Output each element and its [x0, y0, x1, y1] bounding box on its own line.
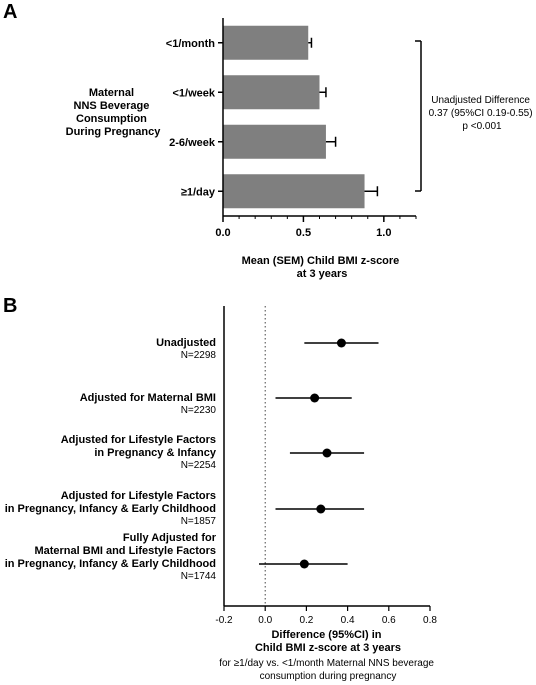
x-axis-title-line: Difference (95%CI) in [271, 629, 381, 641]
row-label: Adjusted for Lifestyle Factors [61, 490, 216, 502]
x-tick-label: 0.2 [299, 615, 313, 626]
row-label: Maternal BMI and Lifestyle Factors [34, 545, 216, 557]
row-label: Unadjusted [156, 337, 216, 349]
bar [223, 174, 365, 209]
bar [223, 75, 320, 110]
point-estimate [336, 338, 346, 348]
panel-a-letter: A [3, 1, 17, 23]
y-tick-label: <1/week [172, 87, 215, 99]
panel-a-x-axis-title: Mean (SEM) Child BMI z-score at 3 years [242, 255, 403, 280]
group-label-line: NNS Beverage [74, 100, 150, 112]
x-tick-label: 0.4 [341, 615, 355, 626]
row-n-label: N=2298 [181, 350, 217, 361]
annotation-line: 0.37 (95%CI 0.19-0.55) [429, 108, 533, 119]
x-tick-label: 0.8 [423, 615, 437, 626]
group-label-line: During Pregnancy [66, 126, 162, 138]
x-axis-title-line: Child BMI z-score at 3 years [255, 642, 401, 654]
annotation-line: Unadjusted Difference [431, 95, 530, 106]
y-tick-label: ≥1/day [181, 186, 216, 198]
panel-a-group-label: Maternal NNS Beverage Consumption During… [66, 87, 162, 138]
row-label: Fully Adjusted for [123, 532, 217, 544]
row-label: Adjusted for Lifestyle Factors [61, 434, 216, 446]
point-estimate [316, 504, 326, 514]
row-label: in Pregnancy, Infancy & Early Childhood [5, 558, 216, 570]
x-tick-label: 0.0 [258, 615, 272, 626]
panel-b-x-axis-note: for ≥1/day vs. <1/month Maternal NNS bev… [219, 658, 437, 682]
x-axis-title-line: at 3 years [297, 268, 348, 280]
row-label: Adjusted for Maternal BMI [80, 392, 216, 404]
group-label-line: Maternal [89, 87, 134, 99]
row-n-label: N=2254 [181, 460, 217, 471]
y-tick-label: 2-6/week [169, 137, 216, 149]
bar [223, 124, 326, 159]
row-n-label: N=2230 [181, 405, 217, 416]
panel-b-x-axis-title: Difference (95%CI) in Child BMI z-score … [255, 629, 401, 654]
x-tick-label: 0.6 [382, 615, 396, 626]
x-axis-note-line: consumption during pregnancy [260, 671, 397, 682]
y-tick-label: <1/month [166, 38, 215, 50]
x-tick-label: 0.0 [215, 227, 230, 239]
point-estimate [299, 559, 309, 569]
row-label: in Pregnancy, Infancy & Early Childhood [5, 503, 216, 515]
x-tick-label: 1.0 [376, 227, 391, 239]
panel-b-letter: B [3, 295, 17, 317]
x-tick-label: 0.5 [296, 227, 311, 239]
difference-annotation: Unadjusted Difference 0.37 (95%CI 0.19-0… [429, 95, 536, 132]
row-n-label: N=1744 [181, 571, 217, 582]
row-label: in Pregnancy & Infancy [94, 447, 217, 459]
panel-a-plot: <1/month <1/week 2-6/week ≥1/day 0.0 0.5 1.0 [166, 18, 417, 239]
x-axis-note-line: for ≥1/day vs. <1/month Maternal NNS bev… [219, 658, 434, 669]
point-estimate [322, 448, 332, 458]
annotation-line: p <0.001 [462, 121, 502, 132]
bar [223, 25, 309, 60]
group-label-line: Consumption [76, 113, 147, 125]
point-estimate [310, 393, 320, 403]
x-axis-title-line: Mean (SEM) Child BMI z-score [242, 255, 400, 267]
row-n-label: N=1857 [181, 516, 217, 527]
x-tick-label: -0.2 [215, 615, 233, 626]
